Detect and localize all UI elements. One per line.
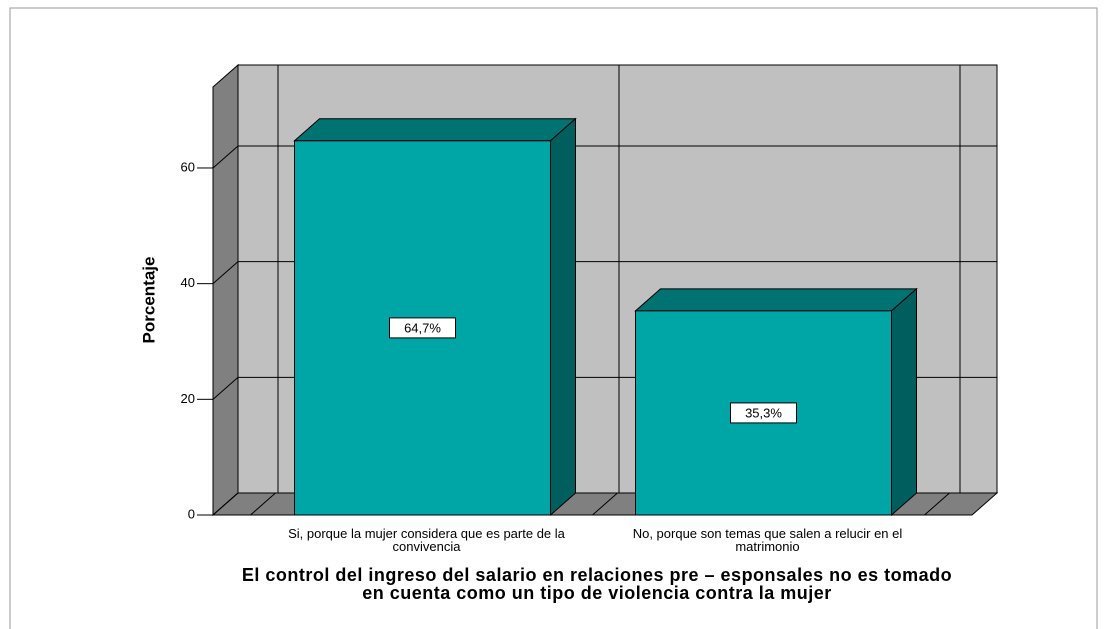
side-grid-line [212, 376, 239, 400]
side-wall [212, 63, 239, 517]
value-label: 64,7% [404, 320, 441, 335]
side-grid-line [212, 492, 239, 516]
bar-side [891, 287, 917, 517]
value-label-box [730, 402, 797, 424]
side-grid-line [212, 261, 239, 285]
y-tick-label: 60 [181, 159, 195, 174]
bar-top [634, 288, 918, 312]
plot: 0 20 40 60 64,7% 35,3% [181, 63, 999, 521]
y-axis-label: Porcentaje [139, 257, 158, 344]
value-label-box [389, 317, 456, 339]
x-tick-label: No, porque son temas que salen a relucir… [632, 526, 903, 554]
x-tick-label: Si, porque la mujer considera que es par… [288, 526, 565, 554]
floor-divider [592, 492, 618, 516]
bar-side [550, 117, 576, 517]
floor-divider [924, 492, 950, 516]
floor-divider [250, 492, 276, 516]
bar-top [293, 118, 577, 142]
value-label: 35,3% [745, 405, 782, 420]
y-tick-label: 20 [181, 391, 195, 406]
side-grid-line [212, 145, 239, 169]
y-tick-label: 40 [181, 275, 195, 290]
x-axis-label: El control del ingreso del salario en re… [241, 565, 953, 603]
y-tick-label: 0 [188, 506, 195, 521]
